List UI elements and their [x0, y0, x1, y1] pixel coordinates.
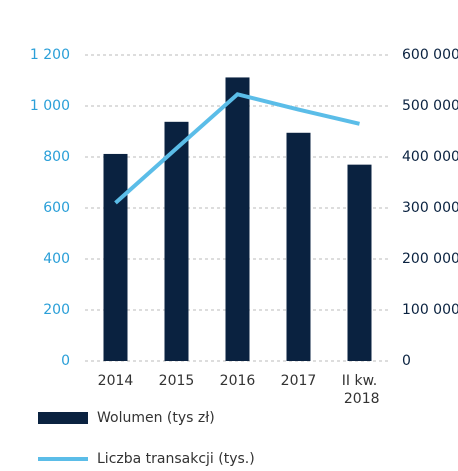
bar	[103, 153, 128, 361]
x-tick-label: 2017	[281, 373, 317, 389]
bar	[286, 132, 311, 361]
y2-tick-label: 600 000	[402, 47, 458, 63]
y-tick-label: 800	[43, 149, 70, 165]
y-tick-label: 600	[43, 200, 70, 216]
y2-tick-label: 200 000	[402, 251, 458, 267]
y2-tick-label: 500 000	[402, 98, 458, 114]
x-tick-label: 2015	[159, 373, 195, 389]
bar	[225, 77, 250, 361]
legend-label: Liczba transakcji (tys.)	[97, 451, 255, 467]
x-tick-label: 2014	[98, 373, 134, 389]
y2-tick-label: 400 000	[402, 149, 458, 165]
y-tick-label: 200	[43, 302, 70, 318]
bar	[164, 121, 189, 361]
y-tick-label: 1 200	[30, 47, 70, 63]
y2-tick-label: 100 000	[402, 302, 458, 318]
y2-tick-label: 0	[402, 353, 411, 369]
legend-swatch	[38, 412, 88, 424]
y-tick-label: 1 000	[30, 98, 70, 114]
y-tick-label: 400	[43, 251, 70, 267]
x-tick-label: 2016	[220, 373, 256, 389]
y-tick-label: 0	[61, 353, 70, 369]
x-tick-label: II kw. 2018	[339, 373, 379, 407]
line	[114, 92, 360, 205]
bar	[347, 164, 372, 361]
legend-label: Wolumen (tys zł)	[97, 410, 215, 426]
y2-tick-label: 300 000	[402, 200, 458, 216]
